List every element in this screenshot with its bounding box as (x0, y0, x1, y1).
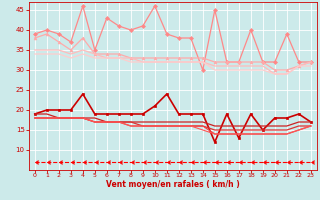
X-axis label: Vent moyen/en rafales ( km/h ): Vent moyen/en rafales ( km/h ) (106, 180, 240, 189)
